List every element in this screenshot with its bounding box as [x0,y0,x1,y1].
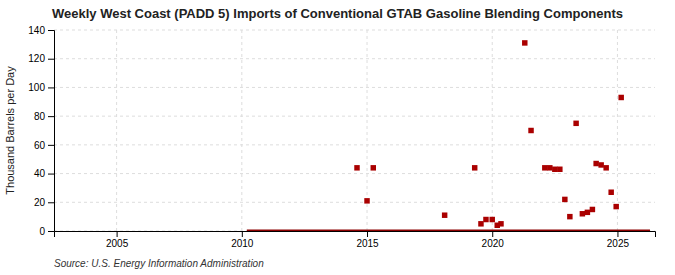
point [608,189,613,194]
y-tick-mark [48,59,54,60]
x-tick-label: 2005 [106,238,129,249]
x-grid-line [492,30,493,231]
point [522,40,527,45]
y-tick-label: 20 [34,197,46,208]
point [489,217,494,222]
x-grid-line [617,30,618,231]
source: Source: U.S. Energy Information Administ… [54,258,264,269]
point [528,128,533,133]
point [354,165,359,170]
y-tick: 60 [34,140,54,151]
y-tick-mark [48,116,54,117]
y-tick: 20 [34,197,54,208]
y-tick: 100 [28,82,54,93]
y-axis: 0 20 40 60 80 100 120 140 [28,25,54,237]
point [442,212,447,217]
point [483,217,488,222]
point [603,165,608,170]
x-tick-mark [367,231,368,237]
point [573,121,578,126]
x-grid-line [116,30,117,231]
point [547,165,552,170]
x-tick-mark [492,231,493,237]
point [613,204,618,209]
y-tick: 120 [28,53,54,64]
y-tick: 80 [34,111,54,122]
point [618,95,623,100]
y-tick-mark [48,87,54,88]
x-grid-line [241,30,242,231]
point [567,214,572,219]
y-tick-mark [48,231,54,232]
y-tick-mark [48,202,54,203]
point [364,198,369,203]
point [472,165,477,170]
chart-container: Weekly West Coast (PADD 5) Imports of Co… [0,0,675,275]
grid [54,30,655,231]
y-axis-line [48,31,55,232]
y-grid-line [54,87,655,88]
y-tick-mark [48,174,54,175]
y-tick-label: 140 [28,25,45,36]
y-axis-title: Thousand Barrels per Day [4,66,16,195]
x-tick-mark [617,231,618,237]
x-tick: 2005 [106,231,129,249]
marks [247,40,650,231]
y-tick-mark [48,145,54,146]
point [557,167,562,172]
y-tick-label: 120 [28,53,45,64]
y-tick-label: 100 [28,82,45,93]
y-tick-mark [48,30,54,31]
x-axis: 2005 2010 2015 2020 2025 [55,231,656,249]
x-tick-label: 2025 [607,238,630,249]
point [371,165,376,170]
x-axis-line [55,232,656,238]
x-tick-label: 2020 [482,238,505,249]
point [580,211,585,216]
point [478,221,483,226]
x-tick: 2015 [356,231,379,249]
x-tick-label: 2015 [356,238,379,249]
y-grid-line [54,30,655,31]
y-tick: 140 [28,25,54,36]
x-tick: 2010 [231,231,254,249]
y-tick: 0 [39,226,54,237]
plot-area: 2005 2010 2015 2020 2025 0 20 40 60 80 100 120 140 [28,25,655,249]
point [498,221,503,226]
y-grid-line [54,58,655,59]
x-tick-label: 2010 [231,238,254,249]
point [593,161,598,166]
x-tick-mark [117,231,118,237]
point [552,167,557,172]
x-tick: 2020 [482,231,505,249]
point [542,165,547,170]
y-grid-line [54,144,655,145]
y-grid-line [54,173,655,174]
y-tick-label: 0 [39,226,45,237]
x-tick-mark [242,231,243,237]
point [585,210,590,215]
zero-line [247,230,650,232]
point [598,162,603,167]
y-tick-label: 60 [34,140,46,151]
point [590,207,595,212]
y-tick: 40 [34,168,54,179]
title: Weekly West Coast (PADD 5) Imports of Co… [52,6,623,21]
y-tick-label: 40 [34,168,46,179]
point [562,197,567,202]
y-grid-line [54,116,655,117]
x-tick: 2025 [607,231,630,249]
chart-svg: Weekly West Coast (PADD 5) Imports of Co… [0,0,675,275]
y-tick-label: 80 [34,111,46,122]
